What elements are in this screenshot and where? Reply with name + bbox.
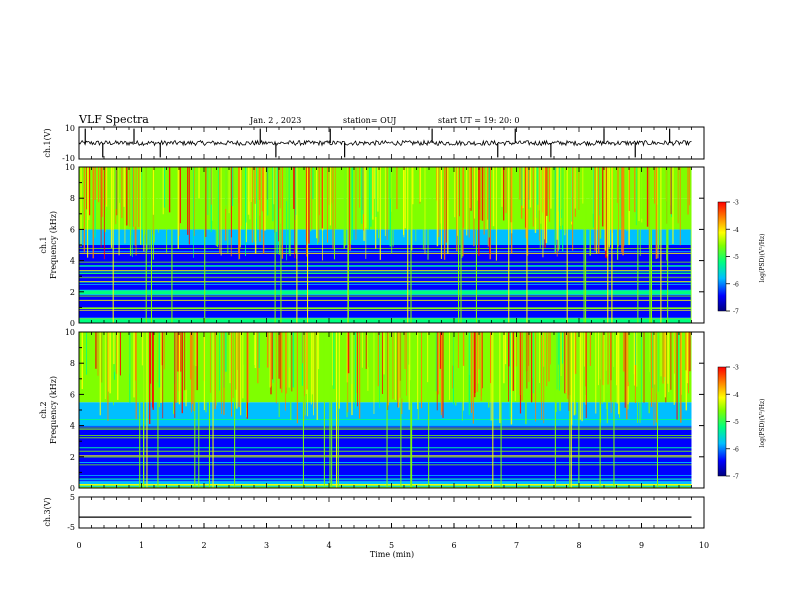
ch1-ytick-bottom: -10 [62, 154, 75, 163]
ytick-label: 4 [70, 257, 75, 266]
ytick-label: 6 [70, 225, 75, 234]
spectrogram-band [79, 276, 692, 291]
xtick-label: 3 [264, 541, 269, 550]
colorbar-tick-label: -6 [733, 446, 739, 453]
colorbar-tick-label: -7 [733, 474, 739, 481]
ytick-label: 10 [65, 328, 75, 337]
colorbar-tick-label: -4 [733, 392, 739, 399]
colorbar-tick-label: -3 [733, 200, 739, 207]
ch1-waveform-spikes [84, 128, 671, 158]
spectrogram-band [79, 425, 692, 457]
ch1-colorbar-label: log(PSD)(V²/Hz) [759, 234, 766, 283]
colorbar-tick-label: -5 [733, 254, 739, 261]
ch1-spectrogram-panel: 0 2 4 6 8 10 ch.1 Frequency (kHz) [39, 163, 705, 328]
ytick-label: 8 [70, 194, 75, 203]
xtick-label: 0 [76, 541, 81, 550]
ch1-spectrogram-yticks: 0 2 4 6 8 10 [65, 163, 704, 328]
ch2-spectrogram-panel: 0 2 4 6 8 10 ch.2 Frequency (kHz) [39, 328, 705, 493]
ytick-label: 10 [65, 163, 75, 172]
xtick-label: 6 [451, 541, 456, 550]
ch1-colorbar-ticks: -3 -4 -5 -6 -7 [726, 200, 739, 316]
ch3-waveform-ylabel: ch.3(V) [43, 497, 52, 526]
ytick-label: 0 [70, 319, 75, 328]
colorbar-tick-label: -3 [733, 365, 739, 372]
start-time-label: start UT = 19: 20: 0 [438, 116, 519, 125]
time-axis-label: Time (min) [370, 550, 414, 559]
spectrogram-no-data [691, 167, 704, 323]
ytick-label: 8 [70, 359, 75, 368]
xtick-label: 4 [326, 541, 331, 550]
spectrogram-band [79, 371, 692, 403]
ch1-spectrogram-ylabel-freq: Frequency (kHz) [49, 211, 58, 279]
ch3-waveform-panel: 5 -5 ch.3(V) 0 1 2 3 4 5 6 7 8 9 10 Time (min) [43, 127, 709, 559]
xtick-label: 2 [201, 541, 206, 550]
xtick-label: 5 [389, 541, 394, 550]
ch2-spectrogram-image [79, 332, 704, 488]
spectrogram-band [79, 308, 692, 319]
ytick-label: 4 [70, 422, 75, 431]
xtick-label: 8 [576, 541, 581, 550]
spectrogram-band [79, 294, 692, 308]
time-axis-ticks: 0 1 2 3 4 5 6 7 8 9 10 [76, 127, 709, 550]
ch1-waveform-panel: 10 -10 ch.1(V) [43, 124, 705, 163]
colorbar-tick-label: -6 [733, 281, 739, 288]
spectrogram-band [79, 245, 692, 277]
xtick-label: 7 [514, 541, 519, 550]
date-label: Jan. 2 , 2023 [249, 116, 301, 125]
spectrogram-band [79, 318, 692, 323]
spectrogram-band [79, 307, 692, 309]
spectrogram-band [79, 229, 692, 245]
spectrogram-band [79, 456, 692, 482]
ytick-label: 0 [70, 484, 75, 493]
ch2-colorbar: -3 -4 -5 -6 -7 log(PSD)(V²/Hz) [717, 365, 766, 481]
ch2-colorbar-label: log(PSD)(V²/Hz) [759, 399, 766, 448]
ytick-label: 2 [70, 288, 75, 297]
station-label: station= OUJ [343, 116, 396, 125]
ch1-colorbar: -3 -4 -5 -6 -7 log(PSD)(V²/Hz) [717, 200, 766, 316]
xtick-label: 1 [139, 541, 144, 550]
ytick-label: 6 [70, 390, 75, 399]
xtick-label: 9 [639, 541, 644, 550]
colorbar-tick-label: -5 [733, 419, 739, 426]
ch2-spectrogram-ylabel-channel: ch.2 [39, 401, 48, 418]
ch2-colorbar-ticks: -3 -4 -5 -6 -7 [726, 365, 739, 481]
ch1-colorbar-gradient [717, 201, 727, 312]
ch1-spectrogram-ylabel-channel: ch.1 [39, 236, 48, 253]
spectrogram-no-data [691, 332, 704, 488]
ch1-spectrogram-image [79, 167, 704, 323]
xtick-label: 10 [699, 541, 709, 550]
ch1-ytick-top: 10 [65, 124, 75, 133]
colorbar-tick-label: -7 [733, 309, 739, 316]
ch3-ytick-top: 5 [70, 493, 75, 502]
ch2-spectrogram-ylabel-freq: Frequency (kHz) [49, 376, 58, 444]
ytick-label: 2 [70, 453, 75, 462]
ch1-waveform-ylabel: ch.1(V) [43, 128, 52, 157]
colorbar-tick-label: -4 [733, 227, 739, 234]
ch3-ytick-bottom: -5 [67, 523, 75, 532]
ch1-waveform-trace [78, 139, 692, 147]
figure-title: VLF Spectra [78, 113, 149, 126]
ch2-colorbar-gradient [717, 366, 727, 477]
ch2-spectrogram-yticks: 0 2 4 6 8 10 [65, 328, 704, 493]
